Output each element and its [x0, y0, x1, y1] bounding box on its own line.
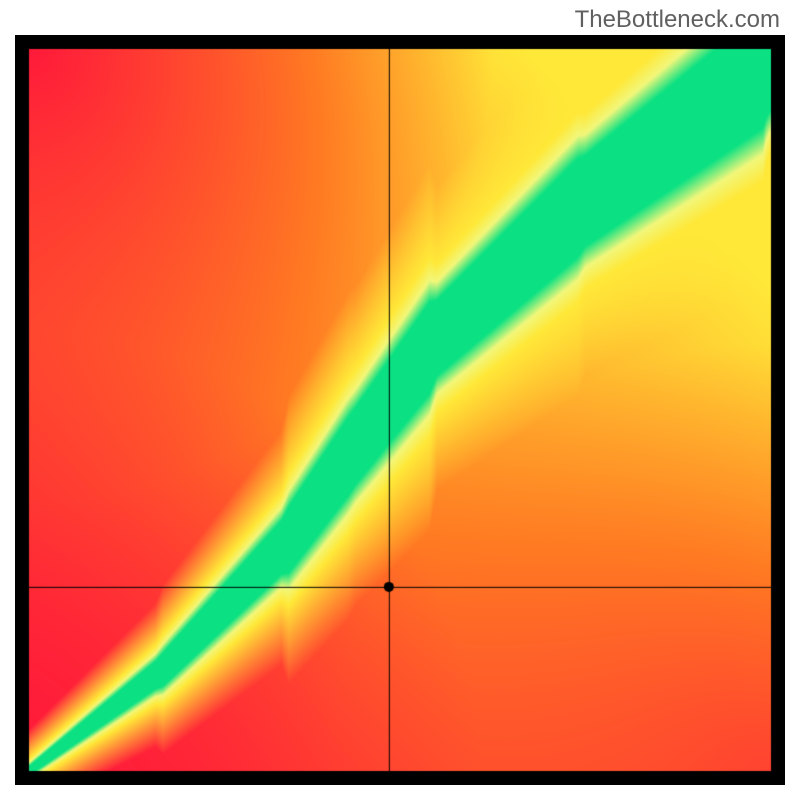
heatmap-canvas	[15, 35, 785, 785]
watermark-text: TheBottleneck.com	[575, 6, 780, 34]
chart-frame	[15, 35, 785, 785]
chart-container: TheBottleneck.com	[0, 0, 800, 800]
